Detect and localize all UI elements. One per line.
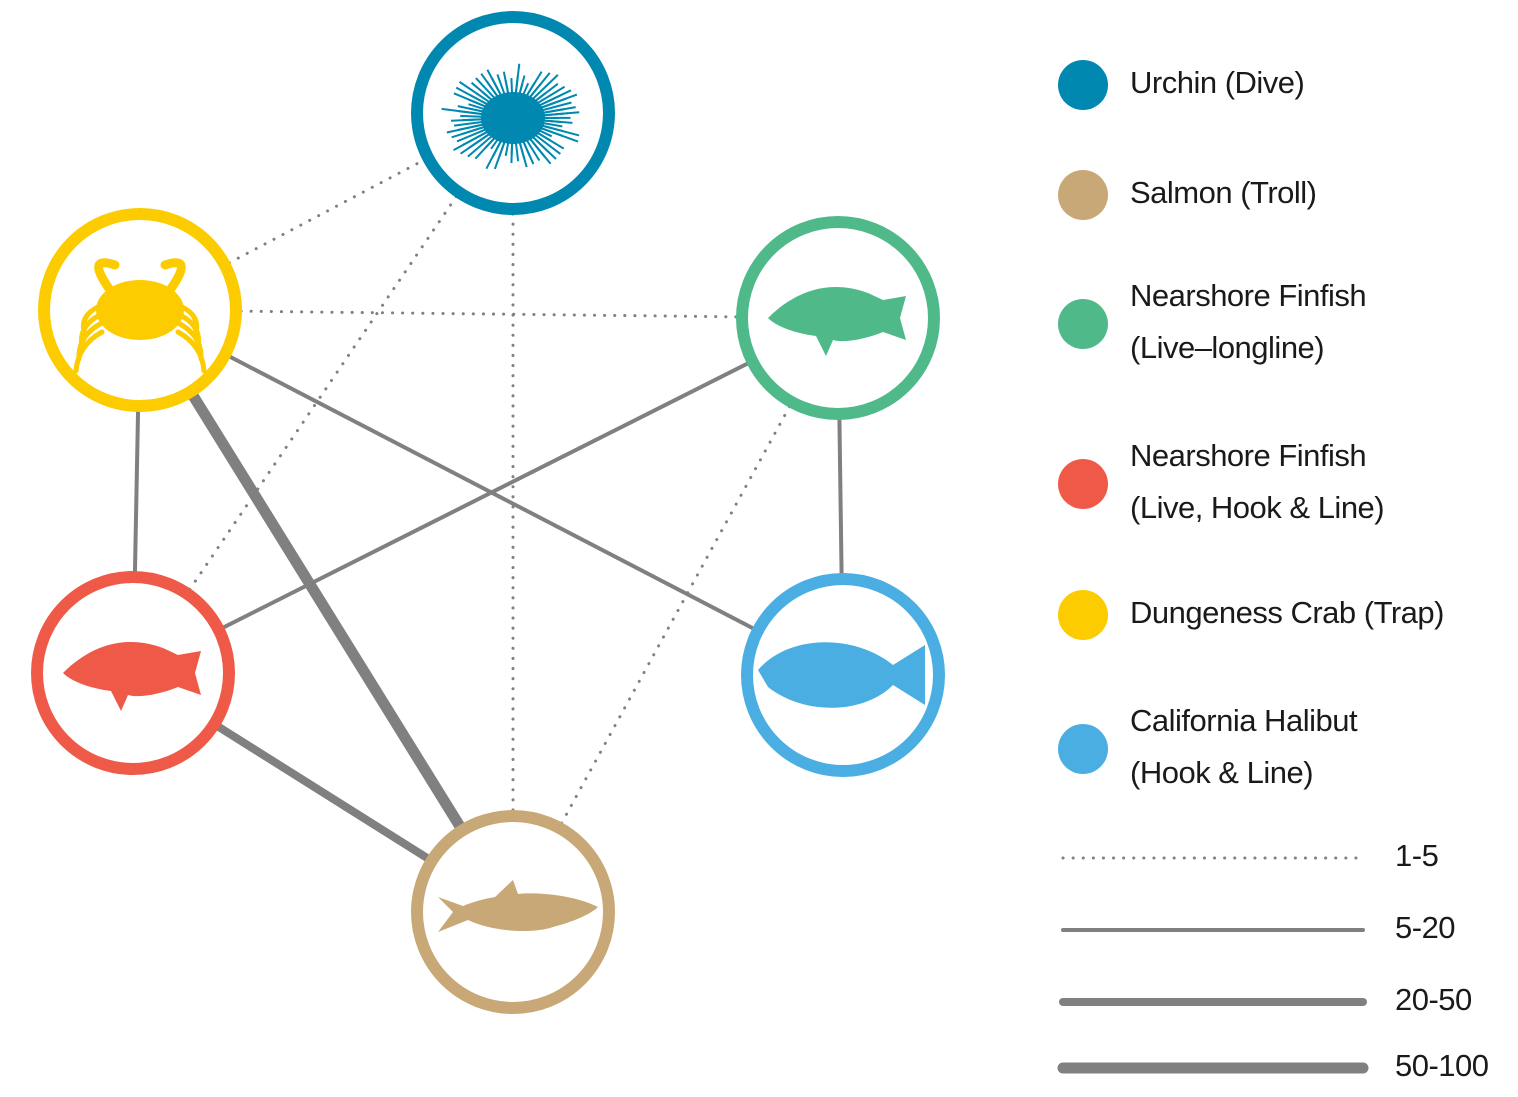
legend-line-label: 5-20 — [1395, 910, 1455, 945]
edge — [140, 310, 838, 318]
legend-label: Nearshore Finfish — [1130, 438, 1366, 473]
legend-label: (Live–longline) — [1130, 330, 1324, 365]
edge — [140, 310, 843, 675]
legend-swatch — [1058, 60, 1108, 110]
legend-line-item: 5-20 — [1063, 910, 1455, 945]
node — [417, 17, 609, 209]
legend-label: Urchin (Dive) — [1130, 65, 1304, 100]
node — [742, 222, 934, 414]
legend-label: (Live, Hook & Line) — [1130, 490, 1384, 525]
legend-item: Nearshore Finfish (Live–longline) — [1058, 278, 1366, 365]
legend-swatch — [1058, 170, 1108, 220]
node — [417, 816, 609, 1008]
legend-line-item: 20-50 — [1063, 982, 1472, 1017]
legend-line-item: 1-5 — [1063, 838, 1438, 873]
legend-swatch — [1058, 459, 1108, 509]
node — [37, 577, 229, 769]
edges — [133, 113, 843, 912]
legend-line-label: 1-5 — [1395, 838, 1438, 873]
legend-item: Urchin (Dive) — [1058, 60, 1304, 110]
node — [747, 579, 939, 771]
legend-label: Salmon (Troll) — [1130, 175, 1317, 210]
legend-swatch — [1058, 590, 1108, 640]
legend-swatch — [1058, 299, 1108, 349]
legend-label: California Halibut — [1130, 703, 1358, 738]
legend-item: Nearshore Finfish (Live, Hook & Line) — [1058, 438, 1384, 525]
legend-label: Dungeness Crab (Trap) — [1130, 595, 1444, 630]
legend-item: Salmon (Troll) — [1058, 170, 1317, 220]
legend-label: Nearshore Finfish — [1130, 278, 1366, 313]
legend-item: California Halibut (Hook & Line) — [1058, 703, 1358, 790]
legend-swatch — [1058, 724, 1108, 774]
node — [44, 214, 236, 406]
icon-body — [481, 92, 545, 144]
legend: Urchin (Dive) Salmon (Troll) Nearshore Fin… — [1058, 60, 1489, 1083]
legend-item: Dungeness Crab (Trap) — [1058, 590, 1444, 640]
legend-label: (Hook & Line) — [1130, 755, 1313, 790]
legend-line-item: 50-100 — [1063, 1048, 1489, 1083]
nodes — [37, 17, 939, 1008]
legend-line-label: 20-50 — [1395, 982, 1472, 1017]
legend-line-label: 50-100 — [1395, 1048, 1489, 1083]
